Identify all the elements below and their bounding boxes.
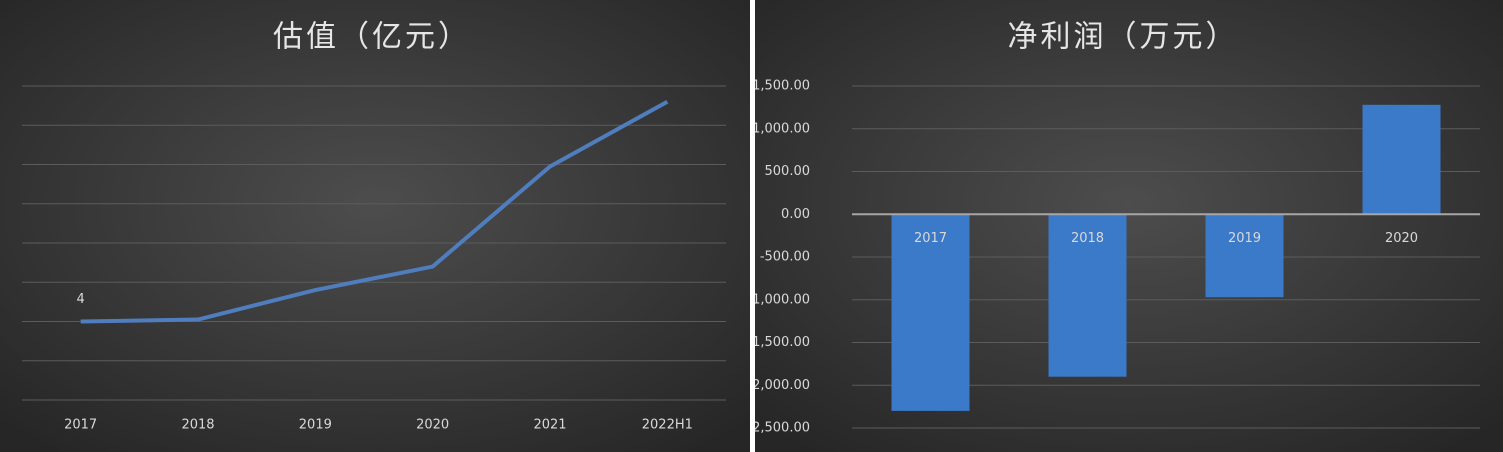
background (0, 0, 750, 452)
y-tick-label: -2,000.00 (755, 378, 810, 393)
chart-title: 估值（亿元） (273, 20, 471, 55)
x-tick-label: 2017 (64, 418, 97, 433)
x-tick-label: 2021 (533, 418, 566, 433)
chart-title: 净利润（万元） (1008, 20, 1239, 55)
x-tick-label: 2019 (299, 418, 332, 433)
y-tick-label: -2,500.00 (755, 421, 810, 436)
line (80, 99, 669, 324)
y-tick-label: -1,000.00 (755, 292, 810, 307)
y-tick-label: -1,500.00 (755, 335, 810, 350)
bar (1048, 214, 1127, 377)
data-label: 4 (77, 292, 85, 307)
x-tick-label: 2017 (914, 231, 947, 246)
background (755, 0, 1503, 452)
bar (1205, 214, 1284, 298)
y-tick-label: 0.00 (781, 207, 810, 222)
x-tick-label: 2019 (1228, 231, 1261, 246)
x-tick-label: 2018 (1071, 231, 1104, 246)
y-tick-label: 1,000.00 (755, 121, 810, 136)
x-tick-label: 2018 (181, 418, 214, 433)
x-tick-label: 2020 (1385, 231, 1418, 246)
y-tick-label: 500.00 (765, 164, 811, 179)
chart: 净利润（万元） 1,500.00 1,000.00 500.00 0.00 -500.0… (755, 0, 1503, 452)
x-tick-label: 2020 (416, 418, 449, 433)
bar (891, 214, 970, 411)
bar (1362, 104, 1441, 215)
y-tick-label: 1,500.00 (755, 79, 810, 94)
y-tick-label: -500.00 (760, 250, 810, 265)
x-tick-label: 2022H1 (642, 418, 693, 433)
chart: 估值（亿元） 2017 2018 2019 2020 2021 2022H1 4 (0, 0, 750, 452)
